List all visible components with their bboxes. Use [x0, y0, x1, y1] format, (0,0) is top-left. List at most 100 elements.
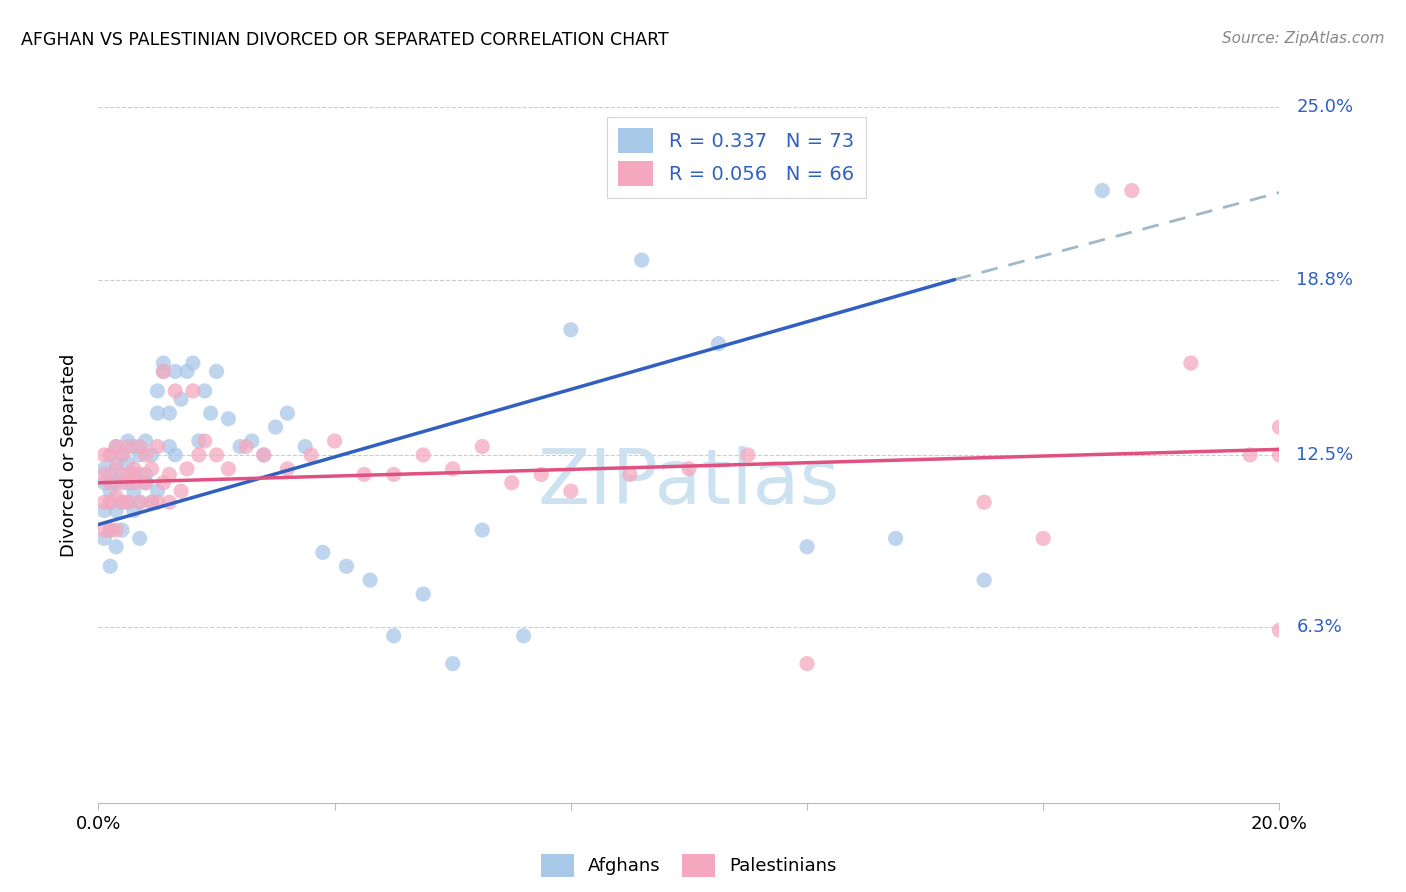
Point	[105, 540, 128, 554]
Point	[117, 495, 139, 509]
Point	[170, 392, 193, 407]
Point	[501, 475, 523, 490]
Point	[93, 448, 115, 462]
Point	[93, 467, 115, 482]
Point	[105, 462, 128, 476]
Point	[737, 448, 759, 462]
Point	[181, 356, 204, 370]
Point	[146, 406, 169, 420]
Point	[128, 448, 150, 462]
Point	[253, 448, 276, 462]
Point	[299, 448, 322, 462]
Point	[146, 495, 169, 509]
Legend: Afghans, Palestinians: Afghans, Palestinians	[534, 847, 844, 884]
Point	[1239, 448, 1261, 462]
Point	[412, 448, 434, 462]
Point	[884, 532, 907, 546]
Point	[98, 448, 121, 462]
Point	[1268, 448, 1291, 462]
Point	[98, 475, 121, 490]
Point	[176, 364, 198, 378]
Text: 6.3%: 6.3%	[1296, 618, 1343, 637]
Point	[205, 364, 228, 378]
Point	[512, 629, 534, 643]
Point	[117, 456, 139, 470]
Point	[165, 448, 187, 462]
Point	[135, 434, 157, 448]
Point	[135, 467, 157, 482]
Point	[135, 475, 157, 490]
Point	[98, 559, 121, 574]
Text: ZIPatlas: ZIPatlas	[537, 446, 841, 520]
Point	[111, 448, 134, 462]
Point	[382, 629, 405, 643]
Point	[117, 440, 139, 454]
Point	[707, 336, 730, 351]
Point	[98, 467, 121, 482]
Point	[187, 434, 209, 448]
Point	[165, 384, 187, 398]
Point	[560, 484, 582, 499]
Point	[264, 420, 287, 434]
Point	[105, 523, 128, 537]
Point	[141, 495, 163, 509]
Point	[117, 434, 139, 448]
Point	[200, 406, 222, 420]
Point	[1268, 624, 1291, 638]
Point	[111, 495, 134, 509]
Point	[146, 384, 169, 398]
Point	[128, 495, 150, 509]
Point	[146, 440, 169, 454]
Text: AFGHAN VS PALESTINIAN DIVORCED OR SEPARATED CORRELATION CHART: AFGHAN VS PALESTINIAN DIVORCED OR SEPARA…	[21, 31, 669, 49]
Point	[1032, 532, 1054, 546]
Point	[253, 448, 276, 462]
Point	[93, 475, 115, 490]
Point	[630, 253, 652, 268]
Point	[276, 406, 298, 420]
Point	[973, 495, 995, 509]
Point	[122, 440, 145, 454]
Point	[152, 364, 174, 378]
Point	[1268, 420, 1291, 434]
Point	[973, 573, 995, 587]
Point	[135, 475, 157, 490]
Point	[1180, 356, 1202, 370]
Point	[128, 495, 150, 509]
Point	[128, 532, 150, 546]
Point	[176, 462, 198, 476]
Point	[441, 462, 464, 476]
Y-axis label: Divorced or Separated: Divorced or Separated	[59, 353, 77, 557]
Point	[187, 448, 209, 462]
Point	[117, 467, 139, 482]
Point	[796, 657, 818, 671]
Text: 25.0%: 25.0%	[1296, 98, 1354, 116]
Point	[157, 440, 180, 454]
Point	[93, 503, 115, 517]
Point	[141, 462, 163, 476]
Text: 18.8%: 18.8%	[1296, 270, 1354, 289]
Point	[122, 475, 145, 490]
Point	[98, 448, 121, 462]
Point	[98, 495, 121, 509]
Point	[111, 523, 134, 537]
Point	[105, 503, 128, 517]
Point	[323, 434, 346, 448]
Point	[152, 356, 174, 370]
Point	[122, 462, 145, 476]
Point	[135, 448, 157, 462]
Point	[441, 657, 464, 671]
Point	[181, 384, 204, 398]
Point	[194, 434, 217, 448]
Point	[157, 406, 180, 420]
Point	[128, 467, 150, 482]
Point	[93, 495, 115, 509]
Point	[122, 503, 145, 517]
Point	[152, 364, 174, 378]
Point	[117, 495, 139, 509]
Point	[229, 440, 252, 454]
Point	[1091, 184, 1114, 198]
Point	[98, 523, 121, 537]
Point	[205, 448, 228, 462]
Point	[141, 448, 163, 462]
Point	[312, 545, 335, 559]
